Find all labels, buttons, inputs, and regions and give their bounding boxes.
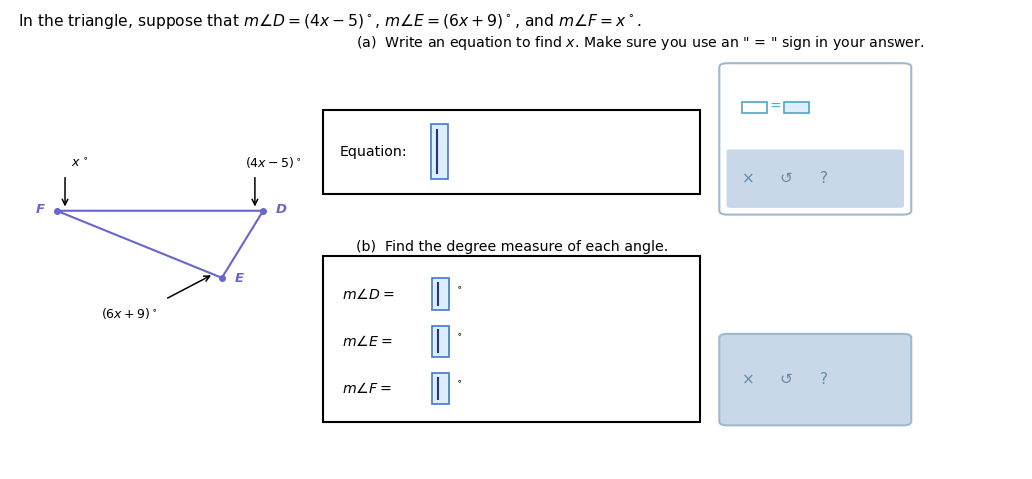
FancyBboxPatch shape	[432, 373, 449, 404]
Text: D: D	[276, 203, 287, 216]
FancyBboxPatch shape	[432, 278, 449, 309]
Text: Equation:: Equation:	[340, 145, 408, 159]
Text: $m\angle E=$: $m\angle E=$	[342, 334, 392, 349]
Text: In the triangle, suppose that $m\angle D=(4x-5)^\circ$, $m\angle E=(6x+9)^\circ$: In the triangle, suppose that $m\angle D…	[18, 12, 641, 31]
Text: $m\angle D=$: $m\angle D=$	[342, 286, 394, 302]
FancyBboxPatch shape	[431, 125, 448, 179]
Text: ×: ×	[742, 171, 754, 186]
Text: $^\circ$: $^\circ$	[455, 377, 463, 390]
Text: F: F	[35, 203, 44, 216]
Text: ?: ?	[820, 372, 828, 387]
FancyBboxPatch shape	[323, 256, 700, 422]
Text: $m\angle F=$: $m\angle F=$	[342, 381, 391, 396]
Text: ?: ?	[820, 171, 828, 186]
FancyBboxPatch shape	[719, 334, 911, 425]
Text: $(6x+9)^\circ$: $(6x+9)^\circ$	[101, 306, 157, 320]
FancyBboxPatch shape	[784, 102, 809, 113]
Text: ↺: ↺	[779, 171, 793, 186]
Text: $^\circ$: $^\circ$	[455, 330, 463, 343]
Text: $x\,^\circ$: $x\,^\circ$	[70, 157, 89, 170]
Text: ↺: ↺	[779, 372, 793, 387]
Text: ×: ×	[742, 372, 754, 387]
Text: E: E	[234, 272, 244, 285]
FancyBboxPatch shape	[719, 63, 911, 215]
Text: $^\circ$: $^\circ$	[455, 283, 463, 296]
Text: (b)  Find the degree measure of each angle.: (b) Find the degree measure of each angl…	[356, 240, 669, 253]
Text: (a)  Write an equation to find $x$. Make sure you use an " = " sign in your answ: (a) Write an equation to find $x$. Make …	[356, 34, 925, 52]
FancyBboxPatch shape	[432, 326, 449, 357]
Text: =: =	[769, 100, 781, 114]
FancyBboxPatch shape	[323, 110, 700, 194]
Text: $(4x-5)^\circ$: $(4x-5)^\circ$	[246, 155, 301, 170]
FancyBboxPatch shape	[742, 102, 767, 113]
FancyBboxPatch shape	[727, 149, 904, 208]
